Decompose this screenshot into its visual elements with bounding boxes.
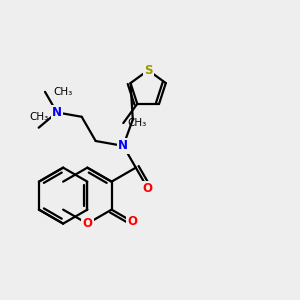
Text: O: O: [82, 217, 92, 230]
Text: N: N: [52, 106, 62, 119]
Text: O: O: [127, 215, 137, 228]
Text: CH₃: CH₃: [128, 118, 147, 128]
Text: CH₃: CH₃: [29, 112, 48, 122]
Text: CH₃: CH₃: [54, 87, 73, 97]
Text: N: N: [118, 140, 128, 152]
Text: O: O: [143, 182, 153, 195]
Text: S: S: [144, 64, 152, 77]
